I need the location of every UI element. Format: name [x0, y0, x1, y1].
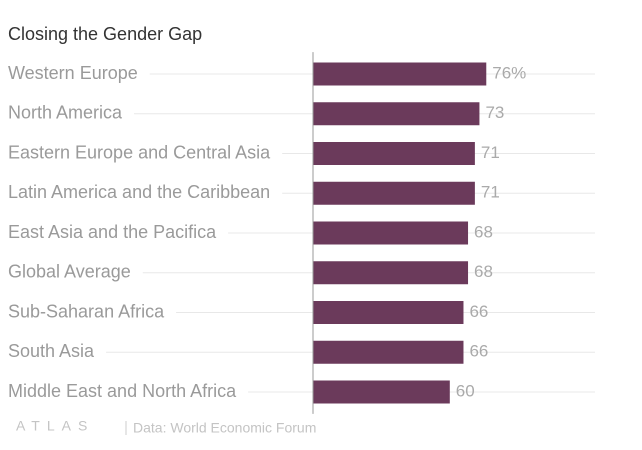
value-label: 66	[469, 302, 488, 321]
logo: ATLAS	[16, 418, 94, 434]
bar	[313, 261, 469, 285]
source: Data: World Economic Forum	[133, 420, 316, 436]
value-label: 60	[456, 381, 475, 400]
category-label: East Asia and the Pacifica	[8, 222, 217, 242]
bar	[313, 142, 475, 165]
bar	[313, 102, 480, 126]
category-label: Eastern Europe and Central Asia	[8, 142, 271, 162]
category-label: Sub-Saharan Africa	[8, 301, 165, 321]
value-label: 68	[474, 262, 493, 281]
category-label: Latin America and the Caribbean	[8, 182, 270, 202]
bar	[313, 380, 450, 404]
value-label: 71	[481, 183, 500, 202]
bar	[313, 221, 469, 245]
category-label: Western Europe	[8, 63, 138, 83]
value-label: 71	[481, 143, 500, 162]
bar	[313, 340, 464, 364]
value-label: 68	[474, 222, 493, 241]
category-label: Middle East and North Africa	[8, 381, 237, 401]
value-label: 73	[485, 103, 504, 122]
bar	[313, 62, 487, 86]
value-label: 66	[469, 342, 488, 361]
chart-title: Closing the Gender Gap	[8, 24, 202, 44]
category-label: Global Average	[8, 262, 131, 282]
bar	[313, 301, 464, 324]
category-label: South Asia	[8, 341, 95, 361]
bar	[313, 181, 475, 205]
value-label: 76%	[492, 63, 526, 82]
category-label: North America	[8, 103, 123, 123]
